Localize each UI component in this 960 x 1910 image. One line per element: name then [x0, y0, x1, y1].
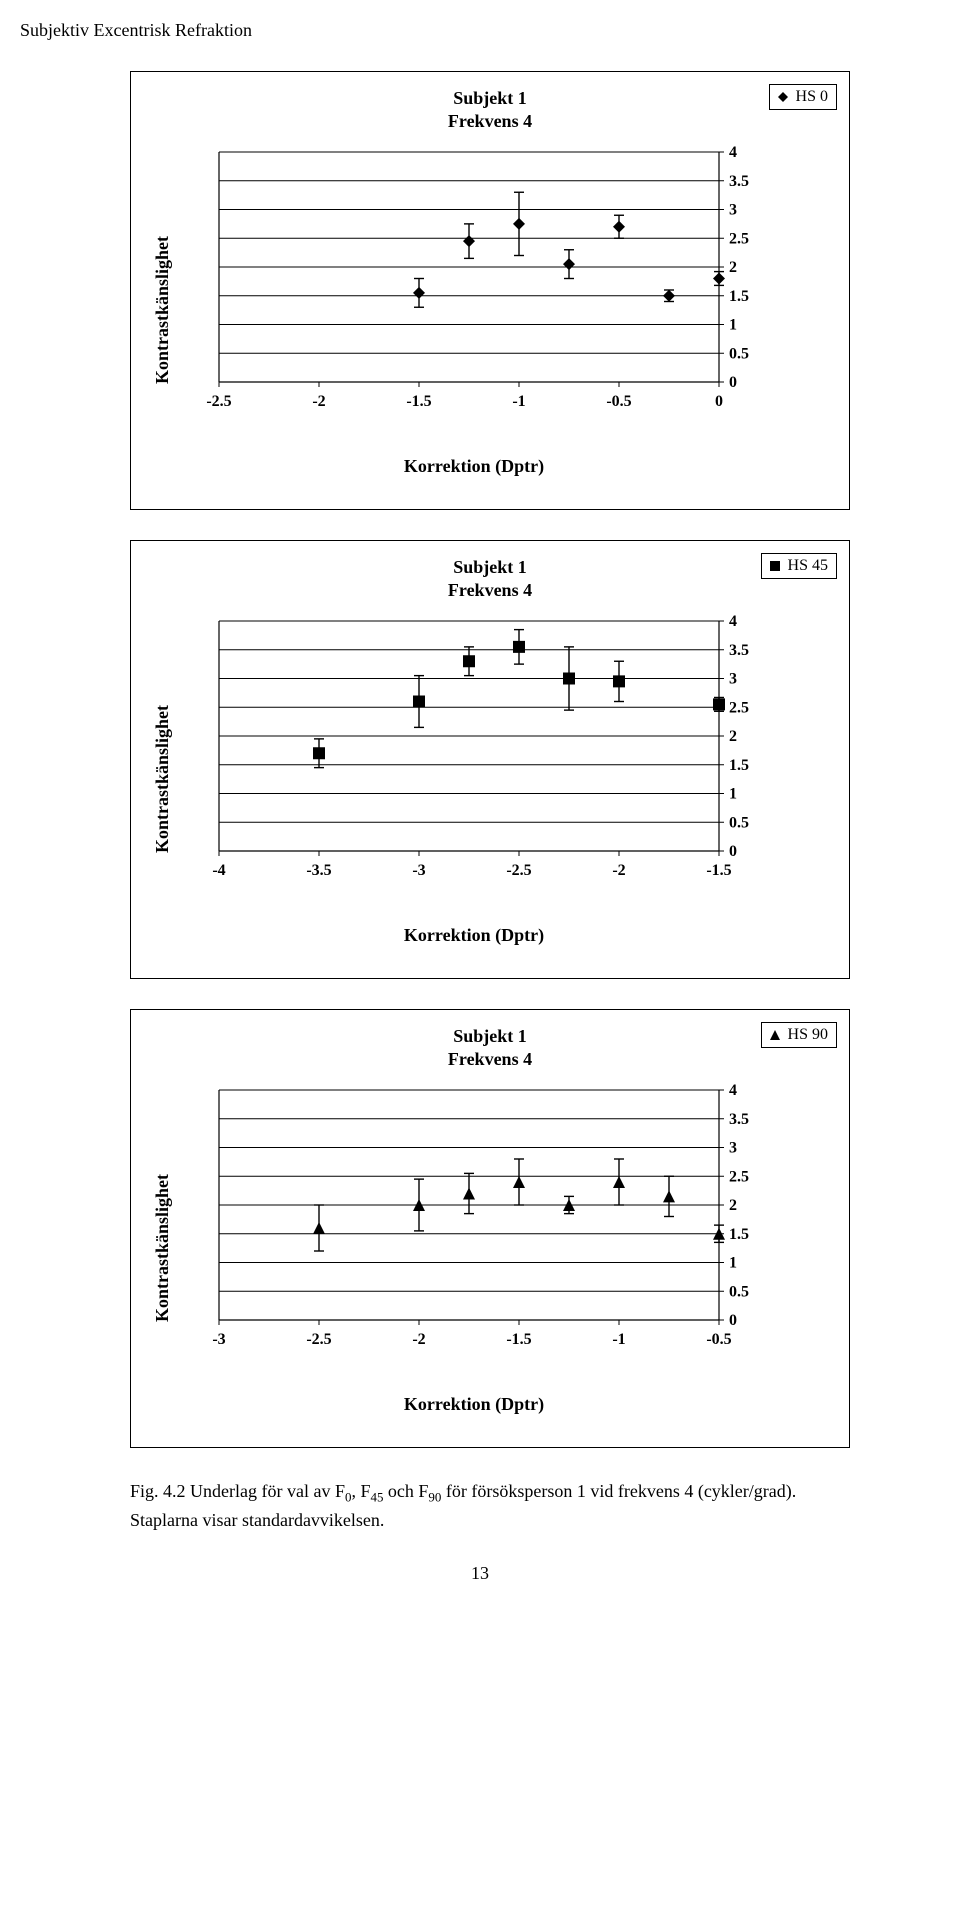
x-axis-label: Korrektion (Dptr) — [179, 456, 769, 477]
svg-text:-1.5: -1.5 — [706, 862, 731, 879]
svg-text:1: 1 — [729, 317, 737, 334]
chart-hs0: HS 0 Subjekt 1Frekvens 4 Kontrastkänslig… — [130, 71, 850, 510]
legend-marker-icon — [768, 1028, 782, 1042]
svg-text:2: 2 — [729, 728, 737, 745]
plot-area: Kontrastkänslighet 0 0.5 1 1.5 2 2.5 3 3.5 4 -3 -2… — [146, 1080, 834, 1415]
svg-text:-2.5: -2.5 — [206, 393, 231, 410]
y-axis-label: Kontrastkänslighet — [146, 142, 179, 477]
legend: HS 45 — [761, 553, 837, 579]
svg-text:-3.5: -3.5 — [306, 862, 331, 879]
svg-text:-2: -2 — [312, 393, 325, 410]
x-axis-label: Korrektion (Dptr) — [179, 1394, 769, 1415]
legend-marker-icon — [768, 559, 782, 573]
chart-title: Subjekt 1Frekvens 4 — [146, 556, 834, 601]
svg-text:3.5: 3.5 — [729, 642, 749, 659]
svg-text:1: 1 — [729, 1255, 737, 1272]
figure-caption: Fig. 4.2 Underlag för val av F0, F45 och… — [130, 1478, 850, 1533]
svg-text:2.5: 2.5 — [729, 230, 749, 247]
svg-text:0.5: 0.5 — [729, 1283, 749, 1300]
svg-text:-2.5: -2.5 — [506, 862, 531, 879]
y-axis-label: Kontrastkänslighet — [146, 611, 179, 946]
plot-area: Kontrastkänslighet 0 0.5 1 1.5 2 2.5 3 3.5 4 -2.5… — [146, 142, 834, 477]
svg-text:0.5: 0.5 — [729, 814, 749, 831]
svg-text:3.5: 3.5 — [729, 1111, 749, 1128]
scatter-plot: 0 0.5 1 1.5 2 2.5 3 3.5 4 -2.5 -2 -1.5 -1 -0.5 0 — [179, 142, 769, 452]
svg-text:3: 3 — [729, 671, 737, 688]
svg-text:2: 2 — [729, 259, 737, 276]
caption-part: , F — [351, 1481, 370, 1501]
svg-text:0: 0 — [729, 843, 737, 860]
svg-text:4: 4 — [729, 1082, 737, 1099]
plot-area: Kontrastkänslighet 0 0.5 1 1.5 2 2.5 3 3.5 4 -4 -3… — [146, 611, 834, 946]
chart-hs45: HS 45 Subjekt 1Frekvens 4 Kontrastkänsli… — [130, 540, 850, 979]
svg-text:-1.5: -1.5 — [506, 1331, 531, 1348]
svg-text:4: 4 — [729, 144, 737, 161]
x-axis-label: Korrektion (Dptr) — [179, 925, 769, 946]
svg-text:3: 3 — [729, 1140, 737, 1157]
svg-text:-1: -1 — [612, 1331, 625, 1348]
svg-text:2.5: 2.5 — [729, 699, 749, 716]
caption-part: Fig. 4.2 Underlag för val av F — [130, 1481, 345, 1501]
legend-label: HS 0 — [796, 88, 828, 106]
charts-column: HS 0 Subjekt 1Frekvens 4 Kontrastkänslig… — [130, 71, 850, 1448]
svg-text:2: 2 — [729, 1197, 737, 1214]
svg-text:2.5: 2.5 — [729, 1168, 749, 1185]
caption-sub: 45 — [370, 1490, 383, 1505]
page-number: 13 — [0, 1563, 960, 1584]
legend-label: HS 45 — [788, 557, 828, 575]
svg-text:0.5: 0.5 — [729, 345, 749, 362]
legend: HS 0 — [769, 84, 837, 110]
svg-text:1: 1 — [729, 786, 737, 803]
svg-text:1.5: 1.5 — [729, 757, 749, 774]
svg-text:-3: -3 — [212, 1331, 225, 1348]
svg-text:-2: -2 — [612, 862, 625, 879]
caption-part: och F — [383, 1481, 428, 1501]
svg-text:-3: -3 — [412, 862, 425, 879]
svg-text:-4: -4 — [212, 862, 225, 879]
chart-hs90: HS 90 Subjekt 1Frekvens 4 Kontrastkänsli… — [130, 1009, 850, 1448]
y-axis-label: Kontrastkänslighet — [146, 1080, 179, 1415]
legend-marker-icon — [776, 90, 790, 104]
svg-text:1.5: 1.5 — [729, 1226, 749, 1243]
svg-text:-0.5: -0.5 — [706, 1331, 731, 1348]
svg-text:0: 0 — [729, 374, 737, 391]
legend: HS 90 — [761, 1022, 837, 1048]
chart-title: Subjekt 1Frekvens 4 — [146, 1025, 834, 1070]
svg-text:4: 4 — [729, 613, 737, 630]
chart-title: Subjekt 1Frekvens 4 — [146, 87, 834, 132]
scatter-plot: 0 0.5 1 1.5 2 2.5 3 3.5 4 -4 -3.5 -3 -2.5 -2 -1.5 — [179, 611, 769, 921]
svg-text:-2: -2 — [412, 1331, 425, 1348]
svg-text:0: 0 — [729, 1312, 737, 1329]
svg-text:-2.5: -2.5 — [306, 1331, 331, 1348]
page-header: Subjektiv Excentrisk Refraktion — [0, 0, 960, 51]
caption-sub: 90 — [428, 1490, 441, 1505]
scatter-plot: 0 0.5 1 1.5 2 2.5 3 3.5 4 -3 -2.5 -2 -1.5 -1 -0.5 — [179, 1080, 769, 1390]
svg-text:1.5: 1.5 — [729, 288, 749, 305]
svg-text:-1: -1 — [512, 393, 525, 410]
svg-text:3.5: 3.5 — [729, 173, 749, 190]
legend-label: HS 90 — [788, 1026, 828, 1044]
svg-text:0: 0 — [715, 393, 723, 410]
svg-text:-1.5: -1.5 — [406, 393, 431, 410]
svg-text:-0.5: -0.5 — [606, 393, 631, 410]
svg-text:3: 3 — [729, 202, 737, 219]
